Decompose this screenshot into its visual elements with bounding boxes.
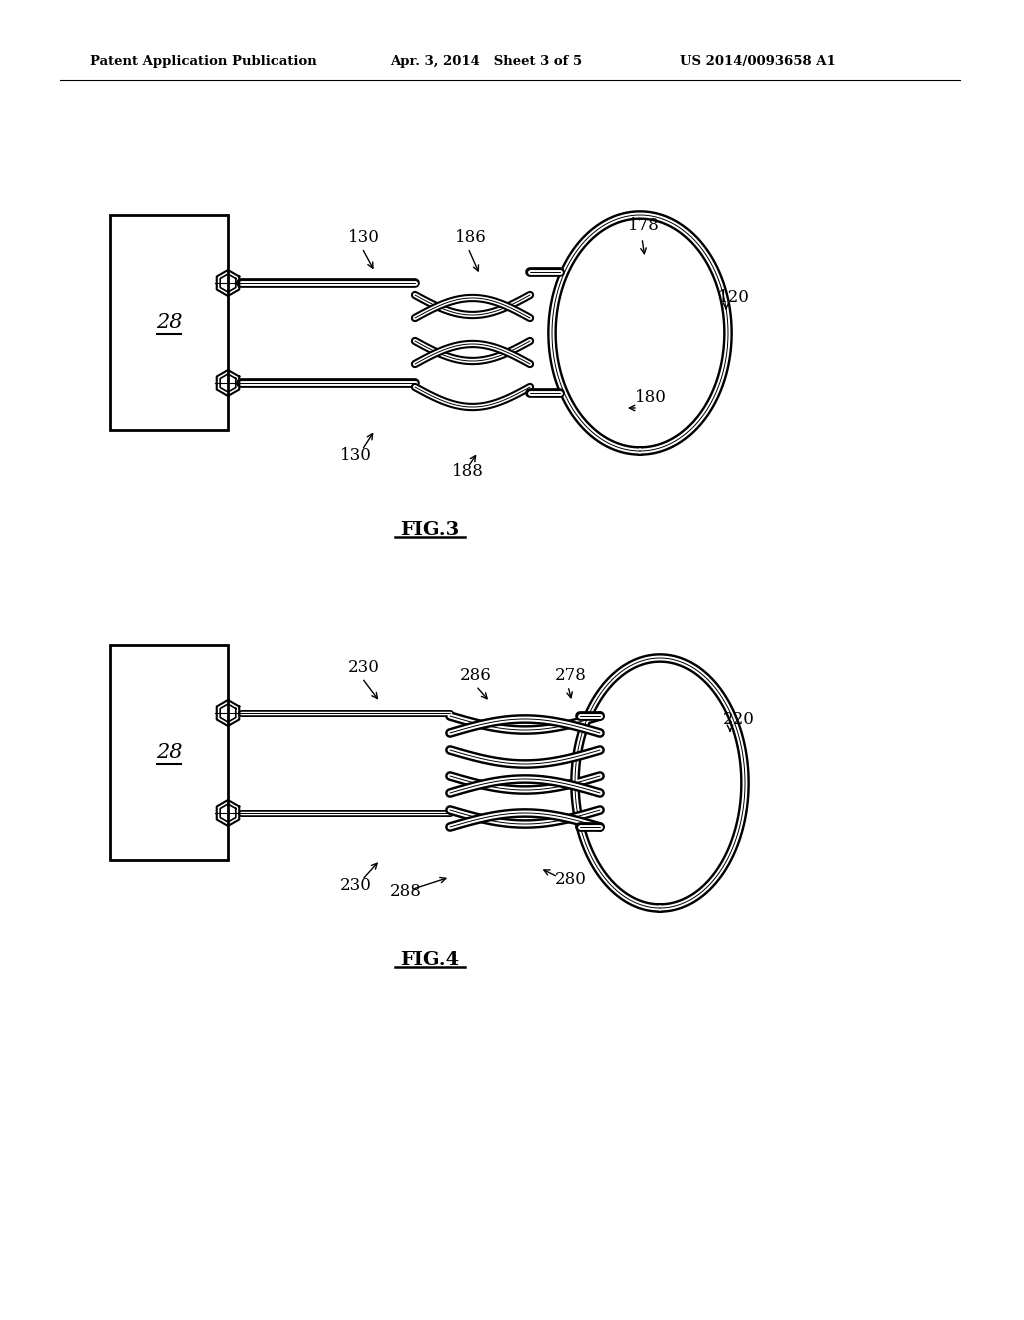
Text: 130: 130 bbox=[340, 446, 372, 463]
Text: 28: 28 bbox=[156, 743, 182, 762]
Text: US 2014/0093658 A1: US 2014/0093658 A1 bbox=[680, 55, 836, 69]
Text: 220: 220 bbox=[723, 711, 755, 729]
Text: 280: 280 bbox=[555, 871, 587, 888]
Text: 180: 180 bbox=[635, 389, 667, 407]
Text: FIG.4: FIG.4 bbox=[400, 950, 460, 969]
Text: 288: 288 bbox=[390, 883, 422, 900]
Text: 178: 178 bbox=[628, 216, 659, 234]
Text: Patent Application Publication: Patent Application Publication bbox=[90, 55, 316, 69]
Text: 188: 188 bbox=[452, 463, 484, 480]
Text: 286: 286 bbox=[460, 667, 492, 684]
Text: 186: 186 bbox=[455, 228, 486, 246]
Text: 230: 230 bbox=[340, 876, 372, 894]
Text: 130: 130 bbox=[348, 228, 380, 246]
Text: 28: 28 bbox=[156, 313, 182, 333]
Text: 230: 230 bbox=[348, 659, 380, 676]
Text: FIG.3: FIG.3 bbox=[400, 521, 460, 539]
Text: Apr. 3, 2014   Sheet 3 of 5: Apr. 3, 2014 Sheet 3 of 5 bbox=[390, 55, 582, 69]
Bar bbox=[110, 645, 228, 861]
Bar bbox=[110, 215, 228, 430]
Text: 278: 278 bbox=[555, 667, 587, 684]
Text: 120: 120 bbox=[718, 289, 750, 306]
